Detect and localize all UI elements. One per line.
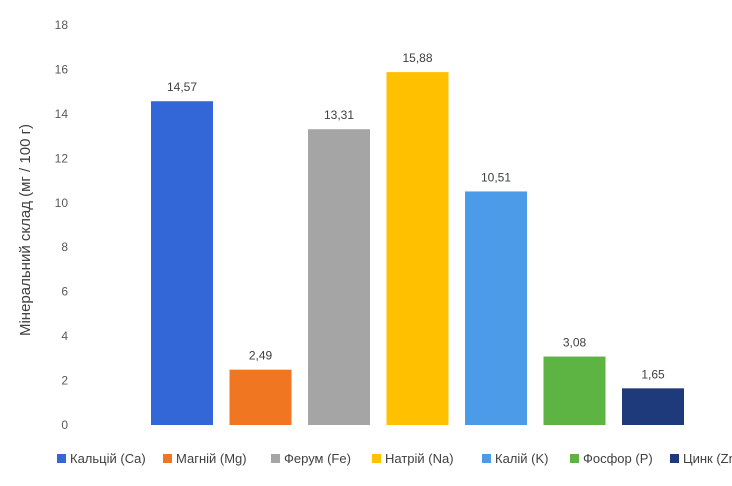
legend-label: Фосфор (P) [583,451,653,466]
legend-swatch [570,454,579,463]
legend: Кальцій (Ca) Магній (Mg) Ферум (Fe) Натрій … [57,451,732,466]
legend-label: Магній (Mg) [176,451,247,466]
legend-label: Натрій (Na) [385,451,454,466]
legend-label: Калій (K) [495,451,548,466]
y-tick-label: 4 [61,329,68,343]
bar [465,191,527,425]
y-tick-label: 14 [55,107,69,121]
legend-swatch [163,454,172,463]
bar [229,369,292,425]
legend-label: Ферум (Fe) [284,451,351,466]
data-labels: 14,57 2,49 13,31 15,88 10,51 3,08 1,65 [167,51,665,381]
data-label: 1,65 [641,367,665,381]
y-tick-label: 16 [55,62,69,76]
y-tick-label: 2 [61,374,68,388]
y-axis-title: Мінеральний склад (мг / 100 г) [17,124,34,336]
data-label: 13,31 [324,108,354,122]
y-tick-label: 6 [61,285,68,299]
y-tick-label: 12 [55,151,69,165]
legend-swatch [482,454,491,463]
legend-swatch [670,454,679,463]
y-axis-ticks: 0 2 4 6 8 10 12 14 16 18 [55,18,69,432]
y-tick-label: 18 [55,18,69,32]
legend-label: Кальцій (Ca) [70,451,146,466]
bar [622,388,684,425]
data-label: 2,49 [249,349,273,363]
y-tick-label: 10 [55,196,69,210]
legend-swatch [57,454,66,463]
y-tick-label: 0 [61,418,68,432]
y-tick-label: 8 [61,240,68,254]
data-label: 3,08 [563,336,587,350]
data-label: 14,57 [167,80,197,94]
bar [386,72,449,425]
legend-swatch [271,454,280,463]
bar [151,101,213,425]
legend-label: Цинк (Zn) [683,451,732,466]
legend-swatch [372,454,381,463]
data-label: 10,51 [481,170,511,184]
bar-series [151,72,684,425]
bar [543,356,606,425]
bar [308,129,370,425]
data-label: 15,88 [402,51,432,65]
